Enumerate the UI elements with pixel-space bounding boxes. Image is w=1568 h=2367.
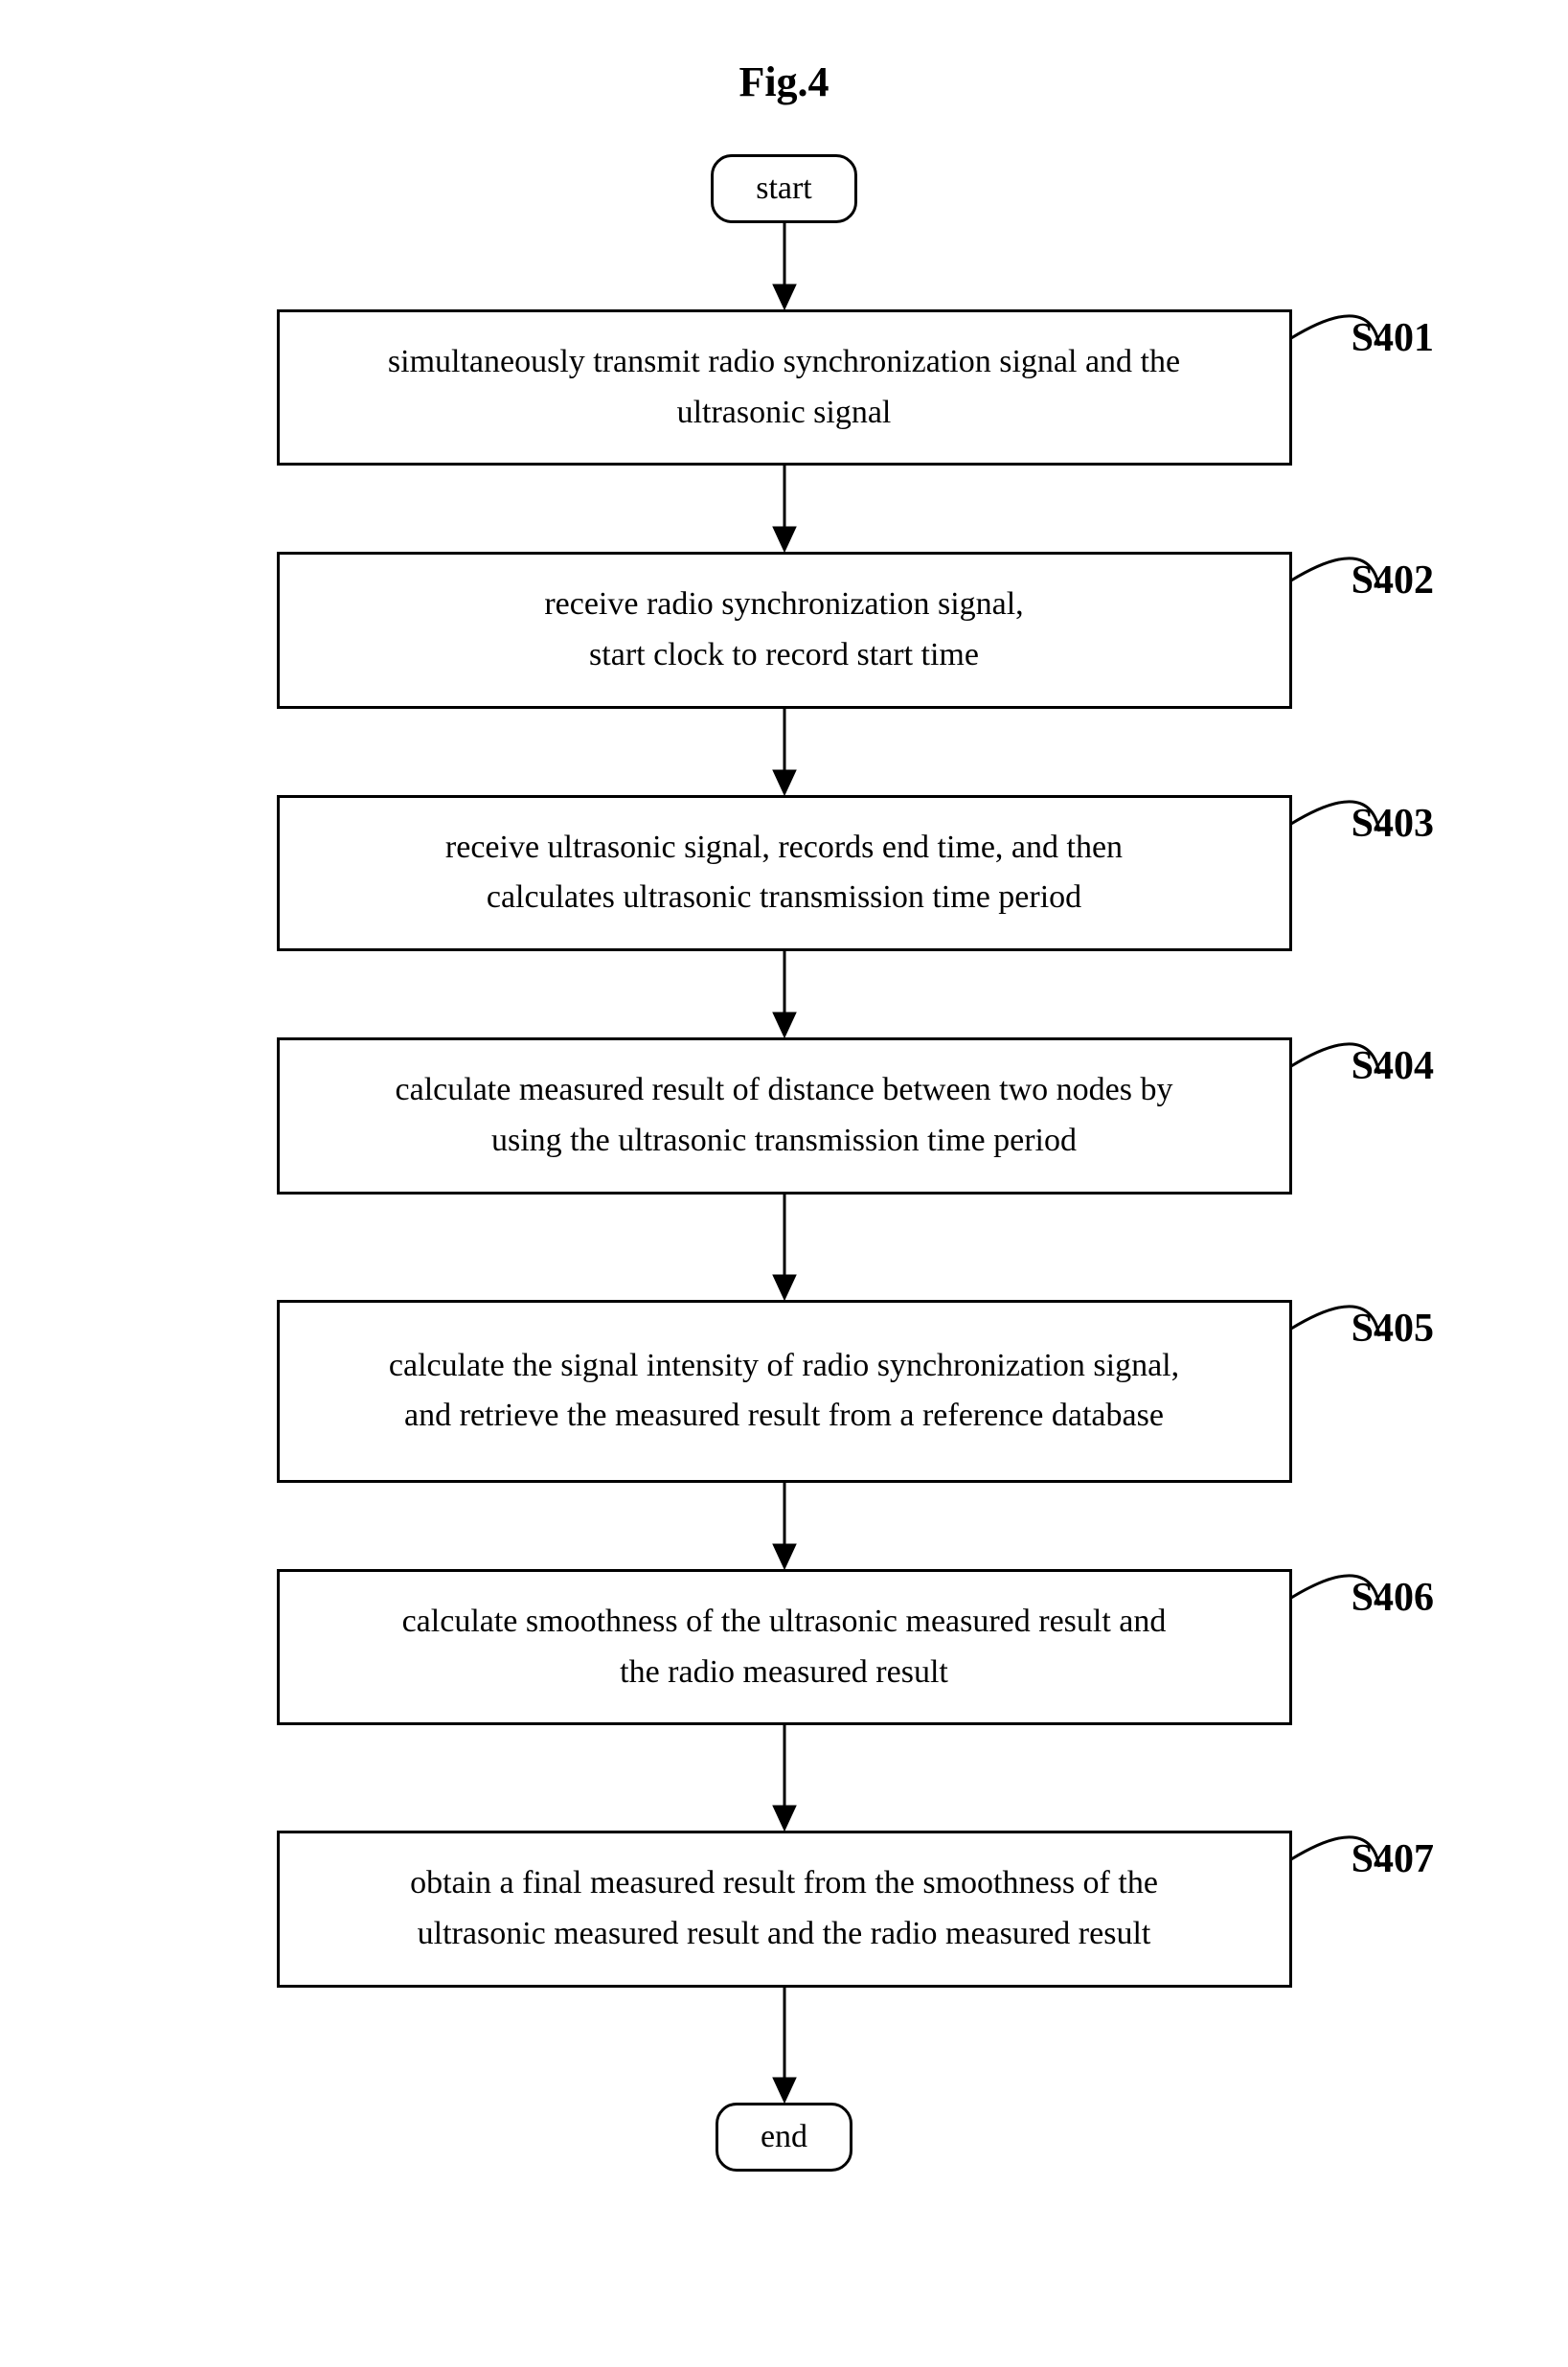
arrow (96, 951, 1472, 1037)
process-box: obtain a final measured result from the … (277, 1831, 1292, 1987)
process-box: calculate smoothness of the ultrasonic m… (277, 1569, 1292, 1725)
process-box: receive radio synchronization signal, st… (277, 552, 1292, 708)
step-row: receive ultrasonic signal, records end t… (96, 795, 1472, 951)
arrow (96, 466, 1472, 552)
figure-title: Fig.4 (96, 57, 1472, 106)
step-label: S401 (1352, 315, 1434, 361)
process-text-line: calculate the signal intensity of radio … (389, 1348, 1179, 1383)
flowchart: start simultaneously transmit radio sync… (96, 154, 1472, 2172)
process-text-line: the radio measured result (620, 1654, 948, 1690)
process-text-line: calculate smoothness of the ultrasonic m… (402, 1604, 1167, 1639)
process-text-line: calculates ultrasonic transmission time … (487, 879, 1081, 915)
step-label: S403 (1352, 801, 1434, 847)
step-label: S402 (1352, 558, 1434, 603)
process-box: calculate measured result of distance be… (277, 1037, 1292, 1194)
arrow (96, 223, 1472, 309)
process-text-line: and retrieve the measured result from a … (404, 1398, 1164, 1433)
step-label: S407 (1352, 1836, 1434, 1882)
process-text-line: using the ultrasonic transmission time p… (491, 1123, 1077, 1158)
process-text-line: ultrasonic signal (677, 395, 892, 430)
arrow (96, 1483, 1472, 1569)
process-text-line: receive radio synchronization signal, (544, 586, 1023, 622)
step-row: calculate the signal intensity of radio … (96, 1300, 1472, 1483)
process-box: receive ultrasonic signal, records end t… (277, 795, 1292, 951)
process-text-line: ultrasonic measured result and the radio… (418, 1916, 1151, 1951)
step-label: S405 (1352, 1306, 1434, 1352)
terminal-end: end (716, 2103, 852, 2172)
process-text-line: start clock to record start time (589, 637, 979, 672)
arrow (96, 1725, 1472, 1831)
step-row: receive radio synchronization signal, st… (96, 552, 1472, 708)
step-row: calculate measured result of distance be… (96, 1037, 1472, 1194)
arrow (96, 709, 1472, 795)
step-label: S406 (1352, 1575, 1434, 1621)
process-text-line: receive ultrasonic signal, records end t… (445, 830, 1123, 865)
process-box: calculate the signal intensity of radio … (277, 1300, 1292, 1483)
terminal-start: start (711, 154, 857, 223)
process-text-line: simultaneously transmit radio synchroniz… (388, 344, 1180, 379)
arrow (96, 1988, 1472, 2103)
step-label: S404 (1352, 1043, 1434, 1089)
step-row: simultaneously transmit radio synchroniz… (96, 309, 1472, 466)
step-row: obtain a final measured result from the … (96, 1831, 1472, 1987)
process-box: simultaneously transmit radio synchroniz… (277, 309, 1292, 466)
step-row: calculate smoothness of the ultrasonic m… (96, 1569, 1472, 1725)
process-text-line: obtain a final measured result from the … (410, 1865, 1158, 1900)
process-text-line: calculate measured result of distance be… (396, 1072, 1173, 1107)
arrow (96, 1195, 1472, 1300)
